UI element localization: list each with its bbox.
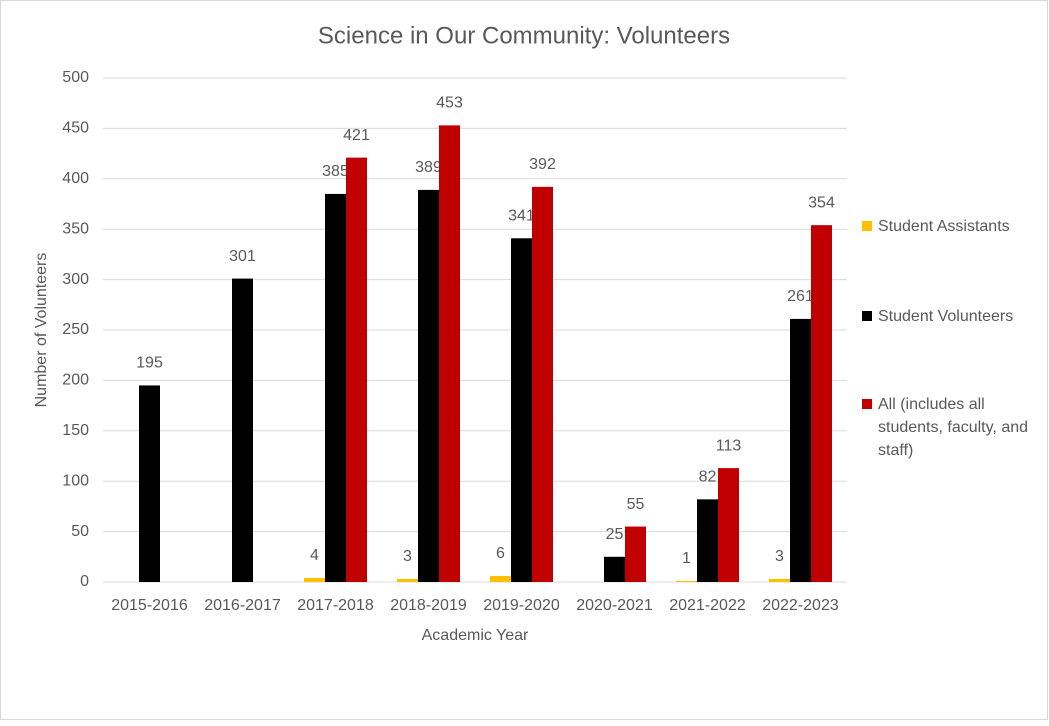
bar <box>811 225 832 582</box>
data-label: 55 <box>627 496 645 513</box>
y-tick-label: 300 <box>62 271 89 288</box>
y-tick-label: 350 <box>62 220 89 237</box>
bar <box>304 577 325 582</box>
data-label: 301 <box>229 248 256 265</box>
data-label: 25 <box>606 526 624 543</box>
y-axis-label: Number of Volunteers <box>33 253 50 408</box>
chart-title: Science in Our Community: Volunteers <box>318 22 730 49</box>
y-tick-label: 150 <box>62 422 89 439</box>
bar <box>676 580 697 582</box>
y-tick-label: 100 <box>62 472 89 489</box>
bar <box>232 278 253 582</box>
bar <box>790 318 811 582</box>
bar <box>439 125 460 582</box>
legend-item: All (includes all students, faculty, and… <box>862 393 1042 462</box>
legend-swatch <box>862 399 872 409</box>
data-label: 1 <box>682 550 691 567</box>
bar <box>697 499 718 582</box>
data-label: 3 <box>775 548 784 565</box>
legend-label: Student Assistants <box>878 218 1010 235</box>
x-tick-label: 2017-2018 <box>297 597 374 614</box>
data-label: 385 <box>322 163 349 180</box>
data-label: 453 <box>436 95 463 112</box>
data-label: 261 <box>787 288 814 305</box>
x-tick-label: 2020-2021 <box>576 597 653 614</box>
bar <box>718 468 739 582</box>
legend-swatch <box>862 221 872 231</box>
data-label: 3 <box>403 548 412 565</box>
data-label: 354 <box>808 194 835 211</box>
bar <box>346 157 367 582</box>
bar <box>604 556 625 582</box>
x-tick-label: 2019-2020 <box>483 597 560 614</box>
legend-item: Student Volunteers <box>862 305 1042 328</box>
y-tick-label: 400 <box>62 170 89 187</box>
y-tick-label: 200 <box>62 372 89 389</box>
data-label: 421 <box>343 127 370 144</box>
x-tick-label: 2018-2019 <box>390 597 467 614</box>
data-label: 82 <box>699 469 717 486</box>
legend-item: Student Assistants <box>862 215 1042 238</box>
x-tick-label: 2022-2023 <box>762 597 839 614</box>
y-tick-label: 500 <box>62 69 89 86</box>
y-tick-label: 250 <box>62 321 89 338</box>
bar <box>769 578 790 582</box>
x-tick-label: 2016-2017 <box>204 597 281 614</box>
legend-label: Student Volunteers <box>878 308 1014 325</box>
x-axis-label: Academic Year <box>422 627 529 644</box>
legend-swatch <box>862 311 872 321</box>
data-label: 195 <box>136 355 163 372</box>
bar <box>418 189 439 582</box>
bar <box>397 578 418 582</box>
bar <box>325 193 346 583</box>
y-tick-label: 50 <box>71 523 89 540</box>
y-tick-label: 450 <box>62 120 89 137</box>
data-label: 392 <box>529 156 556 173</box>
bar <box>625 526 646 582</box>
data-label: 6 <box>496 545 505 562</box>
data-label: 341 <box>508 207 535 224</box>
x-tick-label: 2021-2022 <box>669 597 746 614</box>
bar <box>139 385 160 582</box>
data-label: 113 <box>716 437 742 454</box>
y-tick-label: 0 <box>80 573 89 590</box>
bar <box>511 238 532 582</box>
bar <box>490 575 511 582</box>
data-label: 4 <box>310 547 319 564</box>
data-label: 389 <box>415 159 442 176</box>
bar <box>532 186 553 582</box>
x-tick-label: 2015-2016 <box>111 597 188 614</box>
legend-label: All (includes all students, faculty, and… <box>878 396 1029 459</box>
